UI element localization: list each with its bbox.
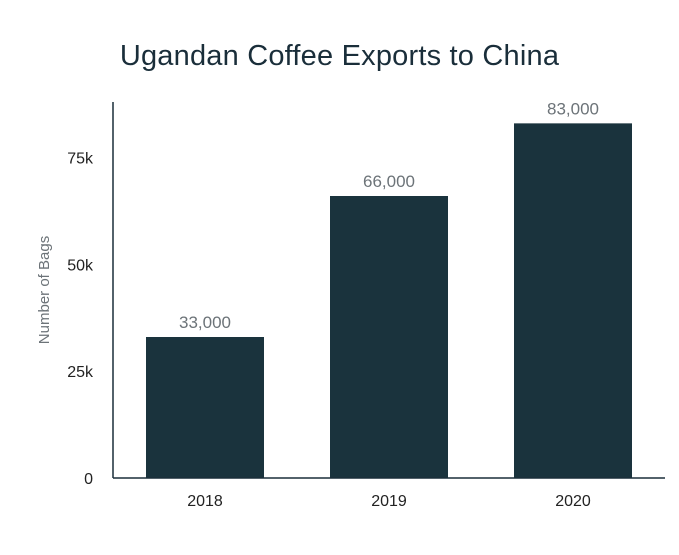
chart-title: Ugandan Coffee Exports to China — [119, 40, 560, 72]
y-tick-label: 50k — [67, 257, 94, 274]
y-tick-label: 75k — [67, 151, 94, 168]
x-tick-label: 2019 — [371, 493, 407, 510]
y-axis-title: Number of Bags — [36, 236, 53, 344]
x-tick-label: 2020 — [555, 493, 591, 510]
bar-value-label: 33,000 — [179, 313, 231, 332]
bar-value-label: 83,000 — [547, 99, 599, 118]
y-tick-label: 0 — [84, 471, 93, 488]
y-tick-label: 25k — [67, 364, 94, 381]
bar-2020 — [514, 123, 632, 479]
x-tick-label: 2018 — [187, 493, 223, 510]
bar-2018 — [146, 337, 264, 478]
bar-value-label: 66,000 — [363, 172, 415, 191]
bar-2019 — [330, 196, 448, 478]
